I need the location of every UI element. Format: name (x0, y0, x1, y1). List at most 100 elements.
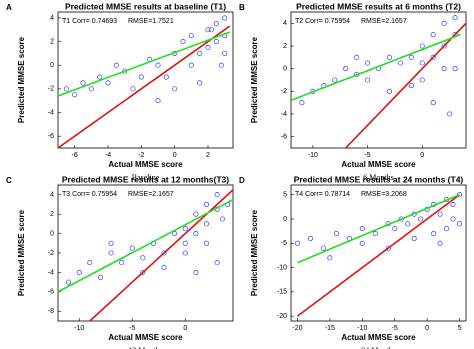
annotation: RMSE=3.2068 (361, 191, 407, 198)
point (452, 15, 458, 21)
point (456, 221, 463, 227)
x-axis-label: Actual MMSE score (341, 333, 416, 342)
x-tick-label: -5 (364, 152, 370, 159)
y-tick-label: -4 (48, 269, 54, 276)
point (418, 216, 424, 222)
point (208, 27, 214, 33)
y-axis-label: Predicted MMSE score (250, 36, 259, 123)
point (365, 60, 371, 66)
y-tick-label: -20 (277, 313, 287, 320)
point (444, 226, 450, 232)
point (140, 255, 146, 261)
point (333, 231, 339, 237)
point (97, 274, 103, 280)
point (385, 245, 391, 251)
chart-title: Predicted MMSE results at 24 months (T4) (294, 174, 464, 184)
caption: Baseline (132, 173, 160, 182)
point (222, 50, 228, 56)
y-tick-label: 2 (50, 211, 54, 218)
y-axis-label: Predicted MMSE score (17, 36, 26, 123)
point (450, 201, 456, 207)
point (408, 54, 414, 60)
point (372, 231, 378, 237)
points (63, 15, 228, 104)
x-axis-label: Actual MMSE score (108, 333, 183, 342)
point (430, 100, 436, 106)
point (332, 77, 338, 83)
y-tick-label: -2 (48, 86, 54, 93)
point (63, 86, 69, 92)
point (365, 77, 371, 83)
point (214, 192, 220, 198)
points (66, 192, 231, 285)
point (108, 240, 114, 246)
point (359, 240, 365, 246)
point (419, 43, 425, 49)
panel-label: D (239, 176, 245, 185)
y-tick-label: -4 (281, 111, 287, 118)
y-tick-label: 2 (50, 38, 54, 45)
fit-line (57, 31, 230, 97)
point (408, 83, 414, 89)
y-tick-label: 4 (50, 192, 54, 199)
y-tick-label: -10 (277, 264, 287, 271)
point (392, 226, 398, 232)
plot-area (290, 11, 467, 149)
point (419, 60, 425, 66)
point (180, 39, 186, 45)
point (172, 231, 178, 237)
y-tick-label: 5 (283, 192, 287, 199)
point (161, 250, 167, 256)
y-tick-label: 2 (283, 43, 287, 50)
point (182, 226, 188, 232)
point (188, 62, 194, 68)
annotation: T3 Corr= 0.75954 (62, 191, 117, 198)
caption: 6 Months (363, 173, 393, 182)
point (397, 60, 403, 66)
x-tick-label: 2 (206, 152, 210, 159)
point (113, 62, 119, 68)
chart-title: Predicted MMSE results at 6 months (T2) (296, 1, 461, 11)
y-tick-label: 0 (283, 216, 287, 223)
point (205, 44, 211, 51)
chart-title: Predicted MMSE results at 12 months(T3) (62, 174, 229, 184)
x-tick-label: 0 (425, 325, 429, 332)
point (203, 240, 210, 246)
point (172, 86, 178, 92)
point (163, 74, 169, 80)
point (386, 88, 392, 94)
annotation: RMSE=2.1657 (361, 18, 407, 25)
point (105, 80, 111, 86)
point (299, 100, 305, 106)
plot-area (57, 11, 234, 149)
y-tick-label: 0 (283, 66, 287, 73)
x-tick-label: 5 (458, 325, 462, 332)
x-tick-label: -5 (129, 325, 135, 332)
point (203, 201, 210, 207)
point (411, 235, 417, 241)
point (431, 231, 437, 237)
point (87, 260, 93, 266)
point (72, 92, 78, 98)
y-tick-label: -2 (48, 250, 54, 257)
point (219, 216, 225, 222)
y-tick-label: -6 (48, 289, 54, 296)
x-tick-label: -4 (105, 152, 111, 159)
fit-line (57, 25, 231, 149)
x-tick-label: -10 (357, 325, 367, 332)
point (327, 255, 333, 261)
point (214, 260, 220, 266)
points (299, 15, 458, 117)
annotation: RMSE=2.1657 (128, 191, 174, 198)
point (294, 240, 301, 246)
point (155, 62, 161, 68)
plot-area (57, 184, 234, 322)
x-tick-label: -20 (292, 325, 302, 332)
fit-line (57, 198, 234, 293)
point (182, 250, 188, 256)
x-tick-label: -6 (72, 152, 78, 159)
x-tick-label: 0 (183, 325, 187, 332)
x-tick-label: 0 (420, 152, 424, 159)
